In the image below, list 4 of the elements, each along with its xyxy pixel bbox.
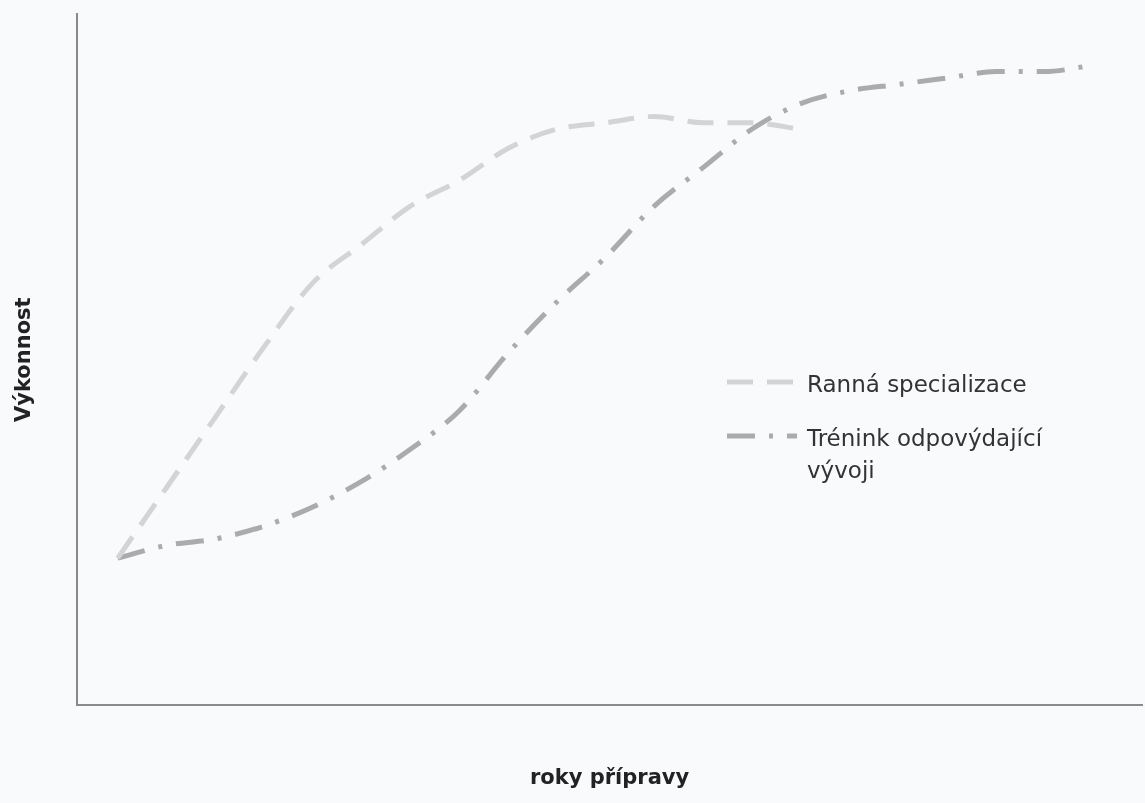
y-axis-title: Výkonnost: [11, 297, 36, 423]
legend-label: Trénink odpovýdající vývoji: [807, 424, 1044, 485]
x-axis-title: roky přípravy: [529, 764, 690, 789]
legend-label: Ranná specializace: [807, 370, 1028, 399]
